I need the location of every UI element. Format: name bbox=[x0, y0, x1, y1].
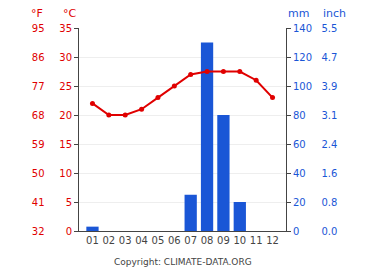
svg-text:95: 95 bbox=[32, 23, 45, 34]
svg-text:08: 08 bbox=[201, 235, 214, 246]
svg-text:68: 68 bbox=[32, 110, 45, 121]
svg-text:86: 86 bbox=[32, 52, 45, 63]
svg-text:35: 35 bbox=[59, 23, 72, 34]
svg-text:0.0: 0.0 bbox=[322, 226, 338, 237]
svg-text:12: 12 bbox=[266, 235, 279, 246]
svg-text:1.6: 1.6 bbox=[322, 168, 338, 179]
svg-text:02: 02 bbox=[102, 235, 115, 246]
svg-text:05: 05 bbox=[152, 235, 165, 246]
svg-text:0: 0 bbox=[66, 226, 72, 237]
svg-text:°F: °F bbox=[31, 7, 43, 20]
svg-text:15: 15 bbox=[59, 139, 72, 150]
svg-text:2.4: 2.4 bbox=[322, 139, 338, 150]
svg-text:10: 10 bbox=[233, 235, 246, 246]
svg-text:59: 59 bbox=[32, 139, 45, 150]
svg-text:30: 30 bbox=[59, 52, 72, 63]
svg-text:10: 10 bbox=[59, 168, 72, 179]
svg-text:77: 77 bbox=[32, 81, 45, 92]
svg-text:41: 41 bbox=[32, 197, 45, 208]
svg-text:07: 07 bbox=[184, 235, 197, 246]
svg-text:inch: inch bbox=[323, 7, 346, 20]
svg-text:0.8: 0.8 bbox=[322, 197, 338, 208]
svg-text:50: 50 bbox=[32, 168, 45, 179]
svg-text:09: 09 bbox=[217, 235, 230, 246]
svg-text:03: 03 bbox=[119, 235, 132, 246]
svg-text:11: 11 bbox=[250, 235, 263, 246]
svg-text:mm: mm bbox=[288, 7, 309, 20]
svg-text:3.9: 3.9 bbox=[322, 81, 338, 92]
svg-text:°C: °C bbox=[63, 7, 77, 20]
svg-text:4.7: 4.7 bbox=[322, 52, 338, 63]
svg-text:25: 25 bbox=[59, 81, 72, 92]
svg-text:Copyright: CLIMATE-DATA.ORG: Copyright: CLIMATE-DATA.ORG bbox=[114, 257, 252, 267]
svg-text:5.5: 5.5 bbox=[322, 23, 338, 34]
svg-text:120: 120 bbox=[293, 52, 312, 63]
svg-text:04: 04 bbox=[135, 235, 148, 246]
svg-text:32: 32 bbox=[32, 226, 45, 237]
svg-text:40: 40 bbox=[293, 168, 306, 179]
svg-text:140: 140 bbox=[293, 23, 312, 34]
svg-text:01: 01 bbox=[86, 235, 99, 246]
svg-text:20: 20 bbox=[293, 197, 306, 208]
svg-text:60: 60 bbox=[293, 139, 306, 150]
svg-text:5: 5 bbox=[66, 197, 72, 208]
svg-text:06: 06 bbox=[168, 235, 181, 246]
svg-text:20: 20 bbox=[59, 110, 72, 121]
svg-text:3.1: 3.1 bbox=[322, 110, 338, 121]
svg-text:80: 80 bbox=[293, 110, 306, 121]
svg-text:100: 100 bbox=[293, 81, 312, 92]
svg-text:0: 0 bbox=[293, 226, 299, 237]
